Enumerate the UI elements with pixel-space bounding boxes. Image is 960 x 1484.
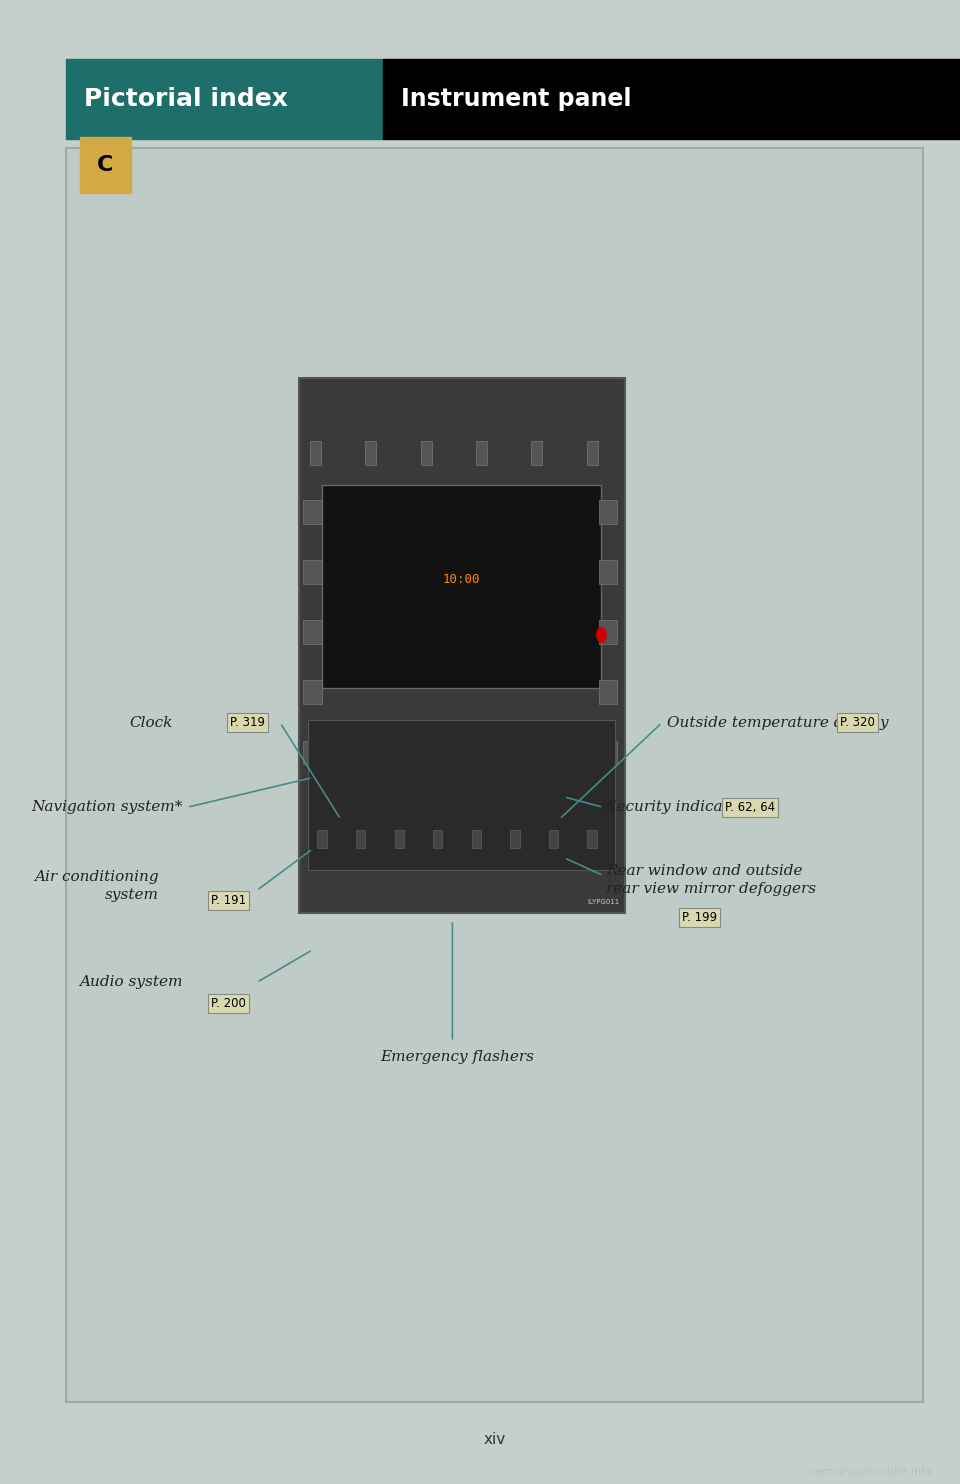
Text: P. 200: P. 200 bbox=[211, 997, 247, 1009]
Bar bbox=[382, 59, 960, 139]
Bar bbox=[356, 830, 365, 847]
Text: carmanualsonline.info: carmanualsonline.info bbox=[808, 1466, 932, 1477]
Bar bbox=[511, 830, 519, 847]
Bar bbox=[599, 500, 617, 524]
Bar bbox=[433, 830, 443, 847]
Text: P. 320: P. 320 bbox=[840, 717, 875, 729]
Bar bbox=[599, 741, 617, 764]
Bar bbox=[303, 620, 322, 644]
Text: P. 191: P. 191 bbox=[211, 895, 247, 907]
Text: P. 199: P. 199 bbox=[682, 911, 717, 923]
Text: P. 62, 64: P. 62, 64 bbox=[726, 801, 776, 813]
Bar bbox=[303, 500, 322, 524]
Text: Navigation system*: Navigation system* bbox=[31, 800, 182, 815]
Text: Rear window and outside
rear view mirror defoggers: Rear window and outside rear view mirror… bbox=[606, 864, 816, 896]
Text: Security indicator: Security indicator bbox=[606, 800, 745, 815]
Bar bbox=[471, 830, 481, 847]
Bar bbox=[80, 137, 132, 193]
Text: Clock: Clock bbox=[130, 715, 173, 730]
Text: Emergency flashers: Emergency flashers bbox=[380, 1049, 534, 1064]
Bar bbox=[587, 441, 598, 464]
Bar bbox=[299, 378, 625, 913]
Bar bbox=[420, 441, 432, 464]
Bar bbox=[318, 830, 326, 847]
Text: xiv: xiv bbox=[483, 1432, 505, 1447]
Bar bbox=[599, 620, 617, 644]
Bar bbox=[308, 720, 615, 870]
Text: C: C bbox=[97, 154, 113, 175]
Text: Instrument panel: Instrument panel bbox=[401, 88, 632, 111]
Bar bbox=[66, 59, 382, 139]
Bar bbox=[599, 559, 617, 583]
Bar bbox=[549, 830, 558, 847]
Bar bbox=[476, 441, 487, 464]
FancyBboxPatch shape bbox=[66, 148, 923, 1402]
Text: Outside temperature display: Outside temperature display bbox=[666, 715, 888, 730]
Circle shape bbox=[597, 628, 606, 643]
Bar bbox=[303, 680, 322, 705]
Bar bbox=[531, 441, 542, 464]
Text: 10:00: 10:00 bbox=[443, 573, 480, 586]
Text: Audio system: Audio system bbox=[79, 975, 182, 990]
Bar bbox=[588, 830, 597, 847]
Bar bbox=[395, 830, 404, 847]
Bar bbox=[303, 741, 322, 764]
Bar bbox=[365, 441, 376, 464]
Bar bbox=[599, 680, 617, 705]
Bar bbox=[322, 485, 601, 689]
Bar bbox=[310, 441, 321, 464]
Text: Pictorial index: Pictorial index bbox=[84, 88, 288, 111]
Bar bbox=[303, 559, 322, 583]
Text: P. 319: P. 319 bbox=[230, 717, 265, 729]
Text: Air conditioning
system: Air conditioning system bbox=[35, 870, 159, 902]
Text: ILYPG011: ILYPG011 bbox=[588, 899, 620, 905]
